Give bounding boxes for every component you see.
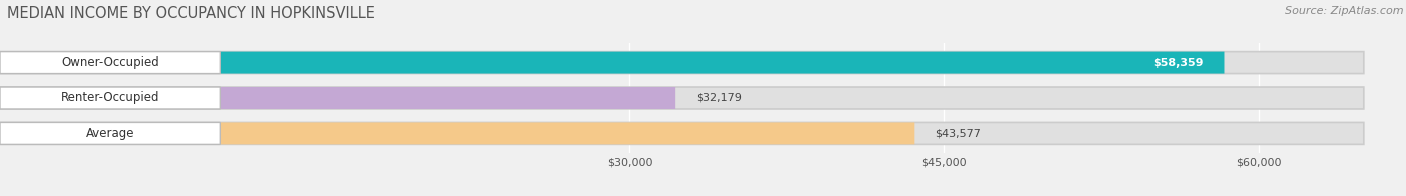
FancyBboxPatch shape (0, 52, 1364, 74)
FancyBboxPatch shape (0, 122, 221, 144)
FancyBboxPatch shape (0, 87, 675, 109)
FancyBboxPatch shape (0, 122, 914, 144)
FancyBboxPatch shape (0, 122, 1364, 144)
FancyBboxPatch shape (0, 87, 1364, 109)
Text: $43,577: $43,577 (935, 128, 981, 138)
FancyBboxPatch shape (0, 52, 221, 74)
FancyBboxPatch shape (0, 87, 221, 109)
FancyBboxPatch shape (0, 52, 1225, 74)
Text: Renter-Occupied: Renter-Occupied (60, 92, 159, 104)
Text: $32,179: $32,179 (696, 93, 742, 103)
Text: MEDIAN INCOME BY OCCUPANCY IN HOPKINSVILLE: MEDIAN INCOME BY OCCUPANCY IN HOPKINSVIL… (7, 6, 375, 21)
Text: Source: ZipAtlas.com: Source: ZipAtlas.com (1285, 6, 1403, 16)
Text: $58,359: $58,359 (1153, 58, 1204, 68)
Text: Owner-Occupied: Owner-Occupied (62, 56, 159, 69)
Text: Average: Average (86, 127, 135, 140)
